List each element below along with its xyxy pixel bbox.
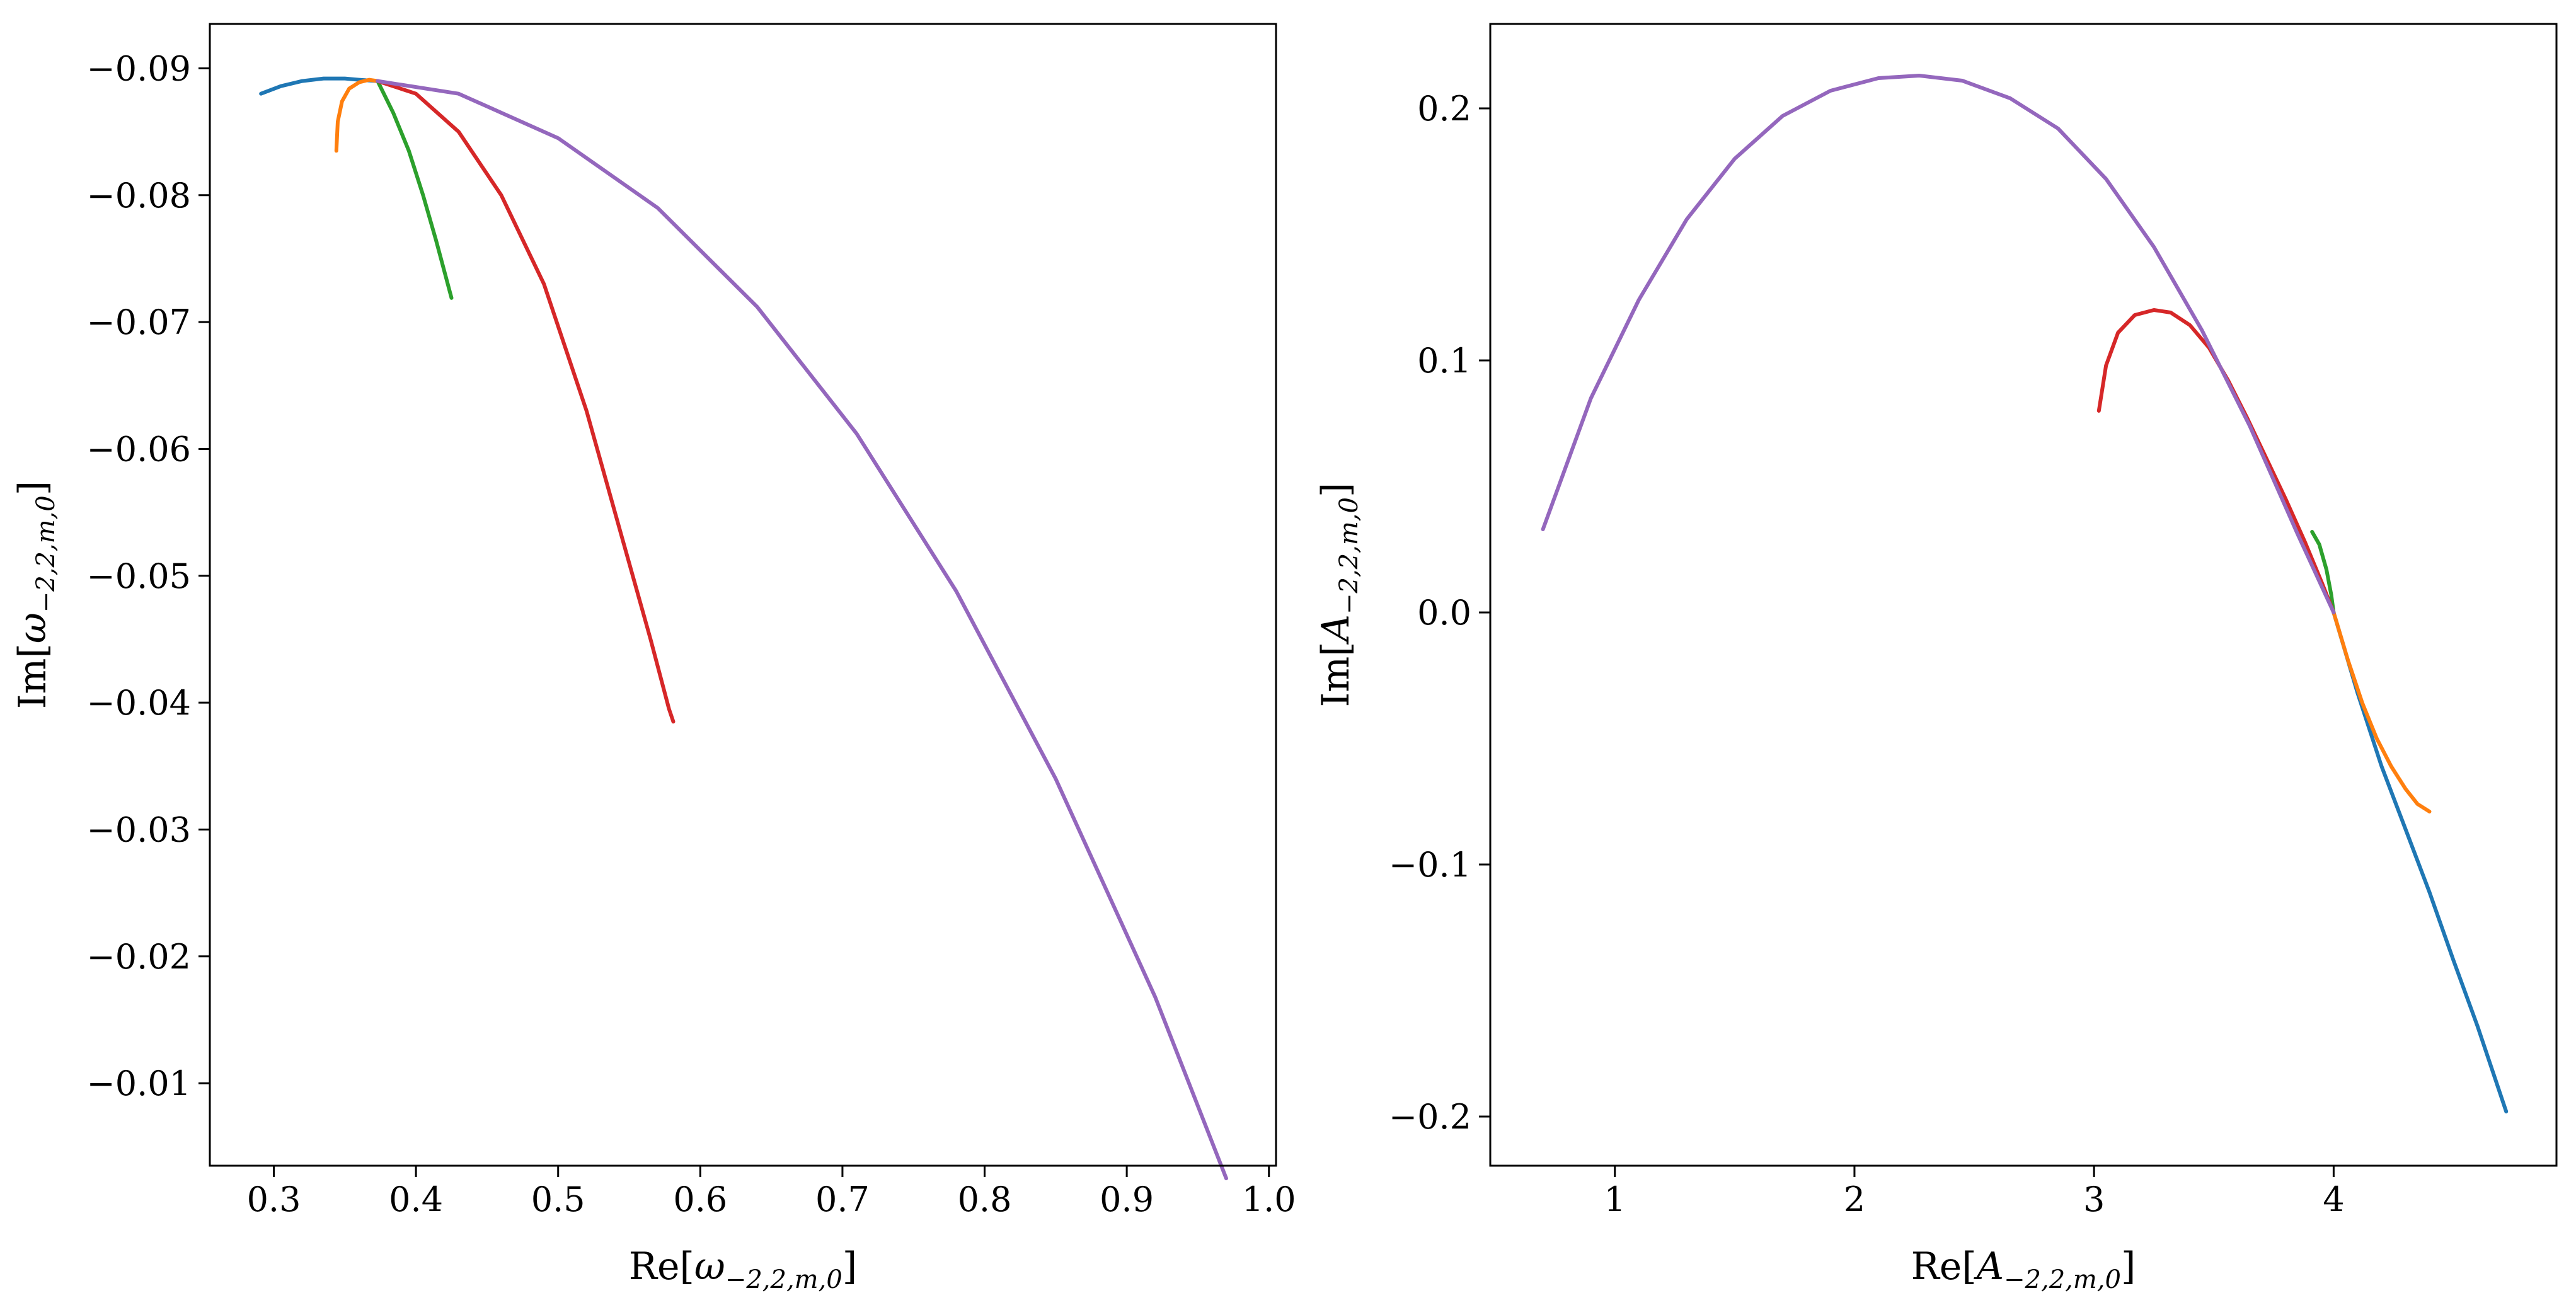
y-axis-label-main: Im[ [11, 643, 55, 709]
series-5-line [1541, 74, 2336, 614]
axes-frame [1489, 23, 2558, 1167]
series-2-line [2332, 611, 2432, 813]
y-axis-label-main: Im[ [1314, 641, 1358, 707]
y-tick-label: −0.01 [87, 1064, 191, 1103]
y-tick-label: −0.05 [87, 556, 191, 596]
y-axis-label-subscript: −2,2,m,0 [1335, 497, 1364, 614]
x-tick-label: 3 [2083, 1180, 2105, 1219]
x-axis-label-subscript: −2,2,m,0 [725, 1265, 842, 1294]
x-tick-label: 4 [2323, 1180, 2344, 1219]
x-axis-label-symbol: A [1974, 1244, 2004, 1289]
y-tick-label: −0.07 [87, 302, 191, 342]
x-axis-label-subscript: −2,2,m,0 [2004, 1265, 2121, 1294]
y-tick-label: −0.1 [1389, 845, 1471, 885]
y-tick-label: −0.2 [1389, 1097, 1471, 1137]
x-axis-label: Re[ω−2,2,m,0] [629, 1244, 857, 1294]
axes-frame [209, 23, 1277, 1167]
y-tick-label: −0.08 [87, 176, 191, 215]
x-tick-label: 0.9 [1100, 1180, 1154, 1219]
right-panel-amplitude: 1 2 3 4−0.2−0.10.00.10.2Re[A−2,2,m,0]Im[A−2… [1314, 23, 2558, 1294]
x-tick-label: 0.6 [673, 1180, 727, 1219]
x-tick-label: 0.7 [815, 1180, 870, 1219]
y-axis-label-symbol: A [1314, 614, 1358, 645]
y-tick-label: 0.1 [1417, 341, 1471, 381]
y-tick-label: −0.06 [87, 429, 191, 469]
series-4-line [376, 79, 676, 724]
y-tick-label: −0.04 [87, 683, 191, 723]
x-axis-label-main: Re[ [629, 1244, 694, 1289]
y-tick-label: −0.03 [87, 810, 191, 849]
series-1-line [2332, 611, 2509, 1113]
x-tick-label: 1 [1604, 1180, 1626, 1219]
x-tick-label: 0.3 [247, 1180, 301, 1219]
x-tick-label: 0.4 [389, 1180, 443, 1219]
x-tick-label: 0.5 [531, 1180, 585, 1219]
y-axis-label-close: ] [11, 481, 55, 495]
series-3-line [2310, 530, 2336, 614]
series-1-line [259, 76, 380, 96]
y-axis-label-symbol: ω [11, 612, 55, 643]
y-axis-label-close: ] [1314, 483, 1358, 497]
x-axis-label-symbol: ω [694, 1244, 725, 1289]
x-axis-label-close: ] [842, 1244, 857, 1289]
y-axis-label: Im[A−2,2,m,0] [1314, 483, 1364, 708]
series-5-line [376, 79, 1228, 1181]
x-axis-label-main: Re[ [1911, 1244, 1977, 1289]
x-axis-label-close: ] [2121, 1244, 2136, 1289]
series-3-line [376, 79, 454, 300]
y-tick-label: 0.2 [1417, 89, 1471, 129]
series-2-line [334, 78, 380, 153]
x-tick-label: 2 [1844, 1180, 1865, 1219]
x-tick-label: 0.8 [958, 1180, 1012, 1219]
x-axis-label: Re[A−2,2,m,0] [1911, 1244, 2136, 1294]
y-tick-label: 0.0 [1417, 593, 1471, 633]
y-axis-label: Im[ω−2,2,m,0] [11, 481, 60, 709]
y-axis-label-subscript: −2,2,m,0 [32, 495, 60, 612]
x-tick-label: 1.0 [1242, 1180, 1296, 1219]
left-panel-omega: 0.3 0.4 0.5 0.6 0.7 0.8 0.9 1.0 −0.09 −0.08 −0.07 −… [11, 23, 1296, 1294]
y-tick-label: −0.02 [87, 937, 191, 977]
y-tick-label: −0.09 [87, 49, 191, 88]
